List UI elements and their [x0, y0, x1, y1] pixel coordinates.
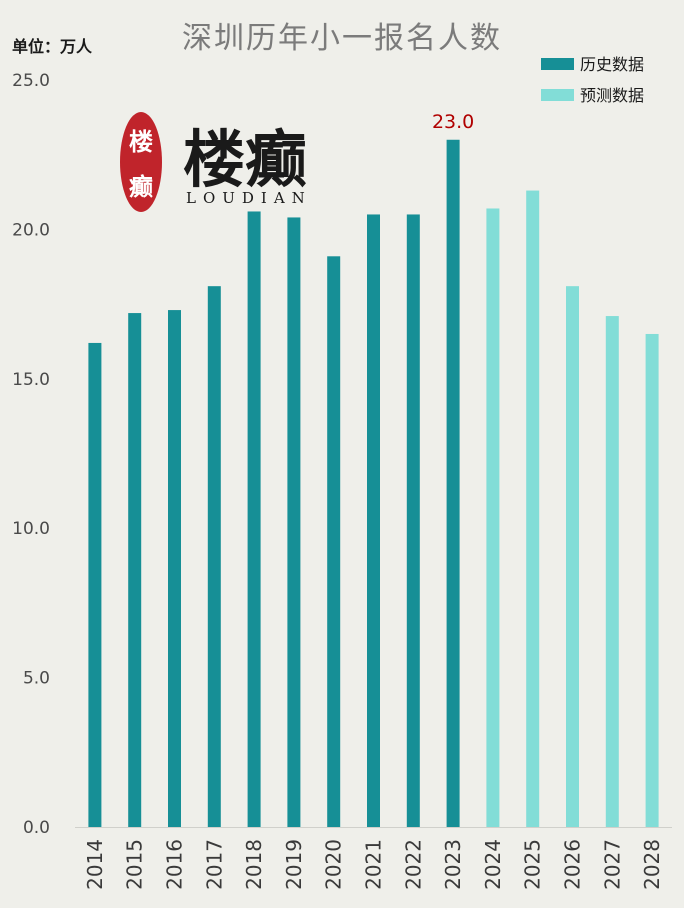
- forecast-bar-2028: [645, 333, 659, 827]
- data-label-2023: 23.0: [432, 111, 474, 133]
- legend-swatch-forecast: [541, 89, 574, 101]
- historical-bar-2017: [207, 286, 221, 827]
- bars: [88, 139, 659, 828]
- y-tick-label: 15.0: [12, 370, 50, 390]
- y-tick-label: 20.0: [12, 220, 50, 240]
- loudian-logo: 楼 癫 楼癫 LOUDIAN: [120, 112, 312, 212]
- historical-bar-2020: [327, 256, 341, 827]
- y-tick-label: 25.0: [12, 71, 50, 91]
- historical-bar-2014: [88, 342, 102, 827]
- seal-shape: [120, 112, 162, 212]
- y-tick-label: 5.0: [23, 669, 50, 689]
- x-tick-label: 2014: [83, 839, 107, 890]
- historical-bar-2022: [406, 214, 420, 827]
- x-tick-label: 2016: [163, 839, 187, 890]
- legend-label-historical: 历史数据: [580, 55, 644, 74]
- x-tick-label: 2015: [123, 839, 147, 890]
- x-tick-label: 2020: [322, 839, 346, 890]
- legend: 历史数据 预测数据: [541, 55, 644, 105]
- x-tick-label: 2017: [202, 839, 226, 890]
- y-tick-label: 0.0: [23, 818, 50, 838]
- x-tick-label: 2025: [521, 839, 545, 890]
- y-tick-label: 10.0: [12, 519, 50, 539]
- historical-bar-2019: [287, 217, 301, 827]
- x-tick-label: 2023: [441, 839, 465, 890]
- historical-bar-2015: [128, 313, 142, 828]
- historical-bar-2018: [247, 211, 261, 828]
- logo-wordmark: 楼癫: [183, 123, 307, 196]
- x-axis: 2014 2015 2016 2017 2018 2019 2020 2021 2022 2023…: [83, 839, 664, 890]
- y-axis: 0.0 5.0 10.0 15.0 20.0 25.0: [12, 71, 672, 838]
- legend-swatch-historical: [541, 58, 574, 70]
- forecast-bar-2026: [566, 286, 579, 827]
- forecast-bar-2027: [605, 316, 619, 827]
- x-tick-label: 2018: [242, 839, 266, 890]
- historical-bar-2016: [168, 310, 181, 827]
- x-tick-label: 2028: [640, 839, 664, 890]
- x-tick-label: 2022: [401, 839, 425, 890]
- seal-char-1: 楼: [129, 127, 153, 156]
- legend-label-forecast: 预测数据: [580, 86, 644, 105]
- seal-char-2: 癫: [129, 172, 153, 201]
- historical-bar-2021: [367, 214, 380, 827]
- chart-title: 深圳历年小一报名人数: [182, 21, 502, 56]
- x-tick-label: 2024: [481, 839, 505, 890]
- forecast-bar-2025: [526, 190, 540, 827]
- x-tick-label: 2026: [561, 839, 585, 890]
- data-labels: 23.0: [432, 111, 474, 133]
- forecast-bar-2024: [486, 208, 500, 827]
- seal-stamp: 楼 癫: [120, 112, 162, 212]
- x-tick-label: 2021: [362, 839, 386, 890]
- logo-subtitle: LOUDIAN: [186, 189, 312, 207]
- unit-label: 单位：万人: [12, 37, 93, 56]
- historical-bar-2023: [446, 139, 460, 827]
- x-tick-label: 2027: [600, 839, 624, 890]
- x-tick-label: 2019: [282, 839, 306, 890]
